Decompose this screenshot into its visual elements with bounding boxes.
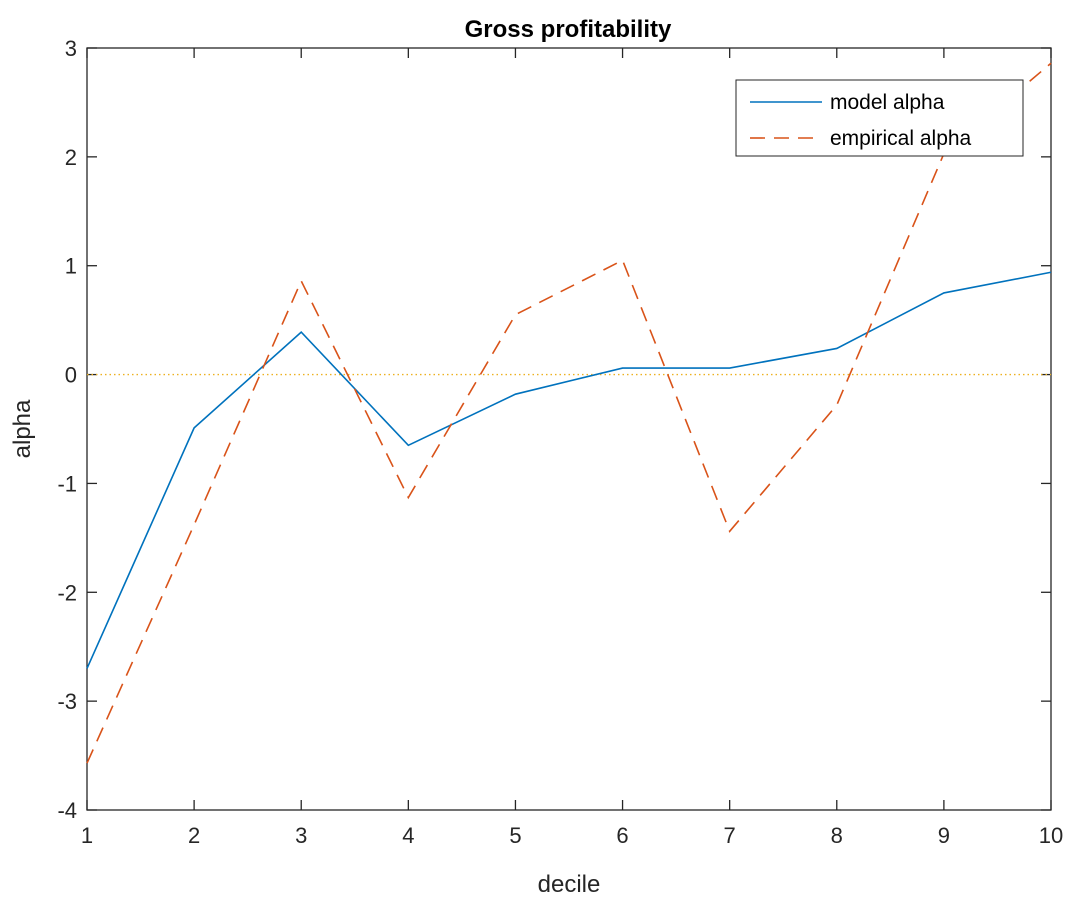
x-tick-label: 7 — [724, 823, 736, 848]
x-tick-label: 10 — [1039, 823, 1063, 848]
x-tick-labels: 1 2 3 4 5 6 7 8 9 10 — [81, 823, 1063, 848]
x-tick-label: 6 — [616, 823, 628, 848]
series-line-empirical-alpha — [86, 62, 1052, 764]
legend-box — [735, 79, 1024, 157]
x-axis-label: decile — [538, 871, 601, 898]
series-layer — [86, 62, 1052, 764]
y-tick-label: -1 — [57, 471, 77, 496]
x-tick-label: 5 — [509, 823, 521, 848]
plot-area — [86, 47, 1052, 811]
x-tick-label: 8 — [831, 823, 843, 848]
y-tick-label: -3 — [57, 689, 77, 714]
y-tick-label: -4 — [57, 798, 77, 823]
legend: model alpha empirical alpha — [735, 79, 1024, 157]
x-tick-label: 4 — [402, 823, 414, 848]
plot-frame — [86, 47, 1052, 811]
axis-ticks — [86, 47, 1052, 811]
y-tick-label: -2 — [57, 580, 77, 605]
y-tick-label: 3 — [65, 36, 77, 61]
y-tick-label: 1 — [65, 254, 77, 279]
legend-label: model alpha — [830, 91, 945, 114]
chart-title: Gross profitability — [465, 16, 672, 43]
series-line-model-alpha — [86, 271, 1052, 669]
legend-items: model alpha empirical alpha — [750, 91, 972, 150]
x-tick-label: 1 — [81, 823, 93, 848]
y-axis-label: alpha — [9, 399, 36, 458]
x-tick-label: 9 — [938, 823, 950, 848]
y-tick-label: 0 — [65, 363, 77, 388]
legend-label: empirical alpha — [830, 127, 972, 150]
y-tick-label: 2 — [65, 145, 77, 170]
y-tick-labels: -4 -3 -2 -1 0 1 2 3 — [57, 36, 77, 823]
x-tick-label: 3 — [295, 823, 307, 848]
x-tick-label: 2 — [188, 823, 200, 848]
